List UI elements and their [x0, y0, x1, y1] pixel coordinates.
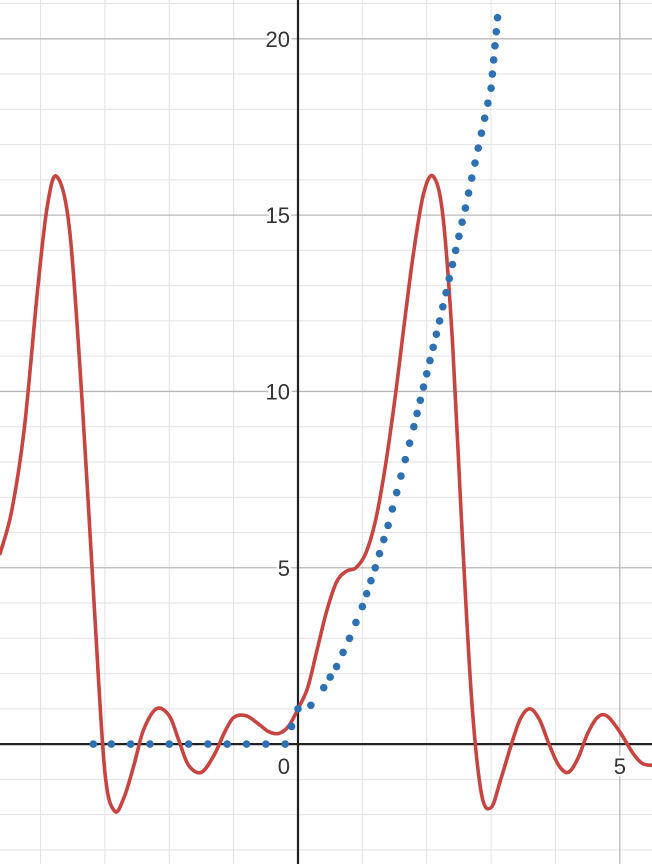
series-dot — [339, 648, 347, 657]
tick-labels: 5 10 15 20 0 5 — [263, 24, 628, 781]
series-dot — [397, 472, 405, 480]
series-dot — [416, 396, 425, 405]
series-dot — [471, 159, 479, 167]
series-dot — [281, 740, 289, 748]
series-dot — [371, 563, 380, 572]
series-dot — [388, 505, 397, 513]
series-dot — [107, 740, 116, 748]
series-dot — [487, 84, 495, 92]
series-dot — [326, 673, 334, 681]
series-dot — [422, 370, 431, 378]
series-dot — [242, 740, 251, 748]
series-dot — [489, 56, 498, 64]
y-tick-label: 15 — [266, 203, 290, 228]
series-dot — [384, 521, 392, 530]
series-dot — [307, 701, 315, 710]
series-dot — [89, 740, 98, 748]
series-dot — [426, 356, 434, 365]
y-tick-label: 20 — [266, 27, 290, 52]
y-tick-label: 5 — [278, 556, 290, 581]
series-dot — [439, 303, 447, 311]
series-dot — [419, 383, 428, 391]
series-dot — [204, 740, 212, 748]
series-dot — [458, 218, 466, 226]
series-dot — [345, 634, 354, 643]
series-dot — [480, 114, 489, 122]
series-dot — [474, 144, 483, 152]
series-dot — [445, 274, 454, 283]
series-dot — [477, 129, 486, 137]
series-dot — [392, 488, 401, 497]
series-dot — [262, 740, 270, 748]
series-dot — [146, 740, 154, 748]
series-dot — [488, 70, 497, 78]
series-dot — [432, 330, 441, 338]
series-dot — [455, 232, 463, 241]
series-dot — [410, 422, 418, 431]
series-dot — [413, 409, 421, 418]
series-dot — [184, 740, 193, 748]
x-tick-label: 0 — [278, 754, 290, 779]
series-dot — [492, 27, 501, 36]
series-dot — [367, 576, 375, 585]
series-dot — [461, 204, 470, 212]
series-dot — [126, 740, 135, 748]
series-dot — [294, 705, 302, 713]
series-dot — [442, 288, 450, 297]
series-dot — [493, 13, 502, 22]
series-dot — [358, 602, 367, 611]
series-dot — [405, 439, 414, 447]
series-dot — [332, 662, 341, 671]
series-dot — [352, 618, 360, 627]
series-dot — [467, 174, 476, 182]
series-dot — [484, 99, 492, 107]
series-dot — [435, 317, 444, 325]
series-dot — [401, 455, 410, 464]
series-dot — [491, 42, 499, 50]
dotted-series — [89, 13, 502, 748]
series-dot — [451, 246, 460, 255]
series-dot — [319, 683, 328, 692]
series-dot — [464, 189, 473, 197]
series-dot — [165, 740, 174, 748]
series-dot — [380, 535, 388, 544]
series-dot — [223, 740, 232, 748]
series-dot — [287, 722, 296, 731]
y-tick-label: 10 — [266, 379, 290, 404]
solid-series-line — [0, 173, 652, 814]
series-dot — [448, 260, 457, 269]
plot-series — [0, 13, 652, 814]
series-dot — [375, 549, 384, 558]
x-tick-label: 5 — [614, 754, 626, 779]
series-dot — [429, 343, 437, 352]
series-dot — [362, 589, 371, 598]
